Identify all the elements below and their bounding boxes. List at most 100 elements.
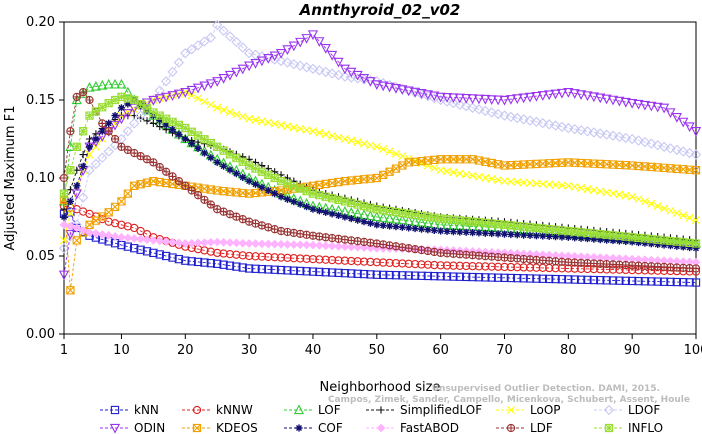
point-knnw-32 — [257, 252, 267, 261]
point-cof-31 — [251, 180, 260, 188]
chart-title: Annthyroid_02_v02 — [299, 1, 461, 19]
point-cof-80 — [564, 233, 572, 241]
point-odin-85 — [595, 93, 606, 104]
point-knn-89 — [621, 276, 630, 285]
point-cof-20 — [181, 135, 189, 143]
point-knn-48 — [359, 269, 369, 279]
point-ldof-12 — [129, 118, 140, 129]
point-knnw-46 — [347, 256, 356, 266]
point-loop-49 — [366, 141, 375, 150]
point-fastabod-22 — [193, 238, 203, 248]
point-knn-92 — [640, 277, 650, 286]
point-odin-50 — [371, 80, 382, 90]
point-knn-25 — [213, 259, 222, 268]
point-lof-49 — [365, 210, 376, 221]
point-odin-81 — [569, 89, 580, 99]
point-fastabod-17 — [161, 237, 171, 247]
point-ldf-24 — [206, 200, 215, 209]
point-ldf-16 — [155, 162, 164, 172]
point-loop-73 — [519, 178, 528, 187]
point-fastabod-48 — [359, 243, 369, 252]
point-knn-46 — [347, 269, 356, 278]
point-cof-17 — [162, 121, 170, 129]
point-knn-51 — [379, 270, 388, 280]
point-odin-69 — [492, 95, 504, 106]
point-fastabod-43 — [327, 241, 337, 251]
point-knnw-65 — [468, 261, 477, 271]
point-inflo-4 — [79, 127, 88, 136]
point-knn-78 — [551, 274, 560, 284]
point-knn-21 — [187, 257, 196, 266]
point-loop-35 — [277, 120, 286, 129]
point-knn-31 — [251, 264, 260, 273]
point-cof-41 — [315, 207, 323, 215]
point-ldof-19 — [173, 57, 185, 68]
point-cof-8 — [105, 119, 113, 127]
axis-ticks: 1 10 20 30 40 50 60 70 80 90 100 0.00 0.05 0.10 0.15 0.… — [26, 15, 702, 358]
point-loop-100 — [692, 216, 700, 225]
point-odin-20 — [180, 88, 191, 98]
point-ldof-42 — [320, 66, 331, 78]
point-cof-28 — [232, 170, 240, 178]
point-ldof-26 — [218, 25, 229, 36]
point-ldf-18 — [168, 172, 177, 181]
point-ldof-23 — [199, 36, 210, 47]
point-knn-90 — [628, 276, 637, 286]
point-loop-91 — [634, 195, 643, 204]
watermark: Unsupervised Outlier Detection. DAMI, 20… — [328, 384, 690, 405]
point-odin-1 — [58, 270, 70, 281]
point-ldof-37 — [288, 58, 299, 70]
point-loop-62 — [449, 168, 458, 177]
point-inflo-8 — [104, 98, 113, 108]
point-cof-78 — [551, 233, 560, 241]
point-ldof-46 — [346, 72, 357, 83]
point-ldof-64 — [461, 101, 472, 112]
point-knn-85 — [596, 276, 605, 285]
point-ldof-87 — [607, 130, 619, 141]
point-fastabod-35 — [276, 239, 286, 249]
point-ldof-93 — [646, 138, 657, 149]
point-ldf-9 — [110, 134, 120, 144]
point-ldof-67 — [480, 105, 491, 117]
point-odin-44 — [333, 57, 344, 68]
point-fastabod-4 — [78, 225, 88, 235]
point-cof-54 — [398, 223, 406, 231]
point-odin-78 — [550, 89, 561, 100]
point-loop-59 — [430, 163, 439, 172]
point-cof-86 — [603, 236, 611, 244]
point-knn-95 — [659, 277, 669, 286]
point-loop-30 — [245, 114, 254, 123]
point-knnw-56 — [410, 259, 420, 269]
point-fastabod-18 — [168, 237, 177, 247]
point-knnw-41 — [315, 255, 324, 264]
point-odin-26 — [218, 74, 229, 84]
point-inflo-37 — [289, 181, 298, 191]
point-knn-87 — [608, 276, 618, 285]
point-kdeos-3 — [72, 236, 81, 245]
point-cof-79 — [558, 233, 566, 241]
point-odin-76 — [537, 91, 548, 101]
point-odin-94 — [652, 102, 663, 113]
y-tick-label-1: 0.05 — [26, 249, 55, 264]
point-cof-30 — [245, 177, 253, 185]
legend-item-lof: LOF — [284, 403, 341, 417]
point-odin-98 — [678, 117, 689, 128]
point-ldof-29 — [237, 42, 248, 53]
point-loop-52 — [385, 147, 394, 156]
point-knn-52 — [385, 270, 394, 280]
point-knnw-29 — [238, 251, 247, 260]
point-knn-81 — [570, 275, 579, 284]
point-odin-32 — [256, 56, 268, 67]
point-odin-51 — [378, 81, 389, 92]
point-ldof-86 — [601, 129, 612, 140]
point-cof-47 — [354, 216, 362, 224]
point-knn-73 — [519, 274, 528, 283]
point-knn-43 — [327, 268, 337, 277]
point-knn-60 — [436, 272, 445, 281]
point-loop-88 — [615, 190, 624, 199]
point-knn-19 — [174, 254, 184, 264]
point-loop-42 — [321, 130, 330, 139]
point-odin-89 — [620, 97, 631, 108]
point-knn-100 — [691, 278, 701, 287]
point-cof-92 — [641, 239, 649, 247]
